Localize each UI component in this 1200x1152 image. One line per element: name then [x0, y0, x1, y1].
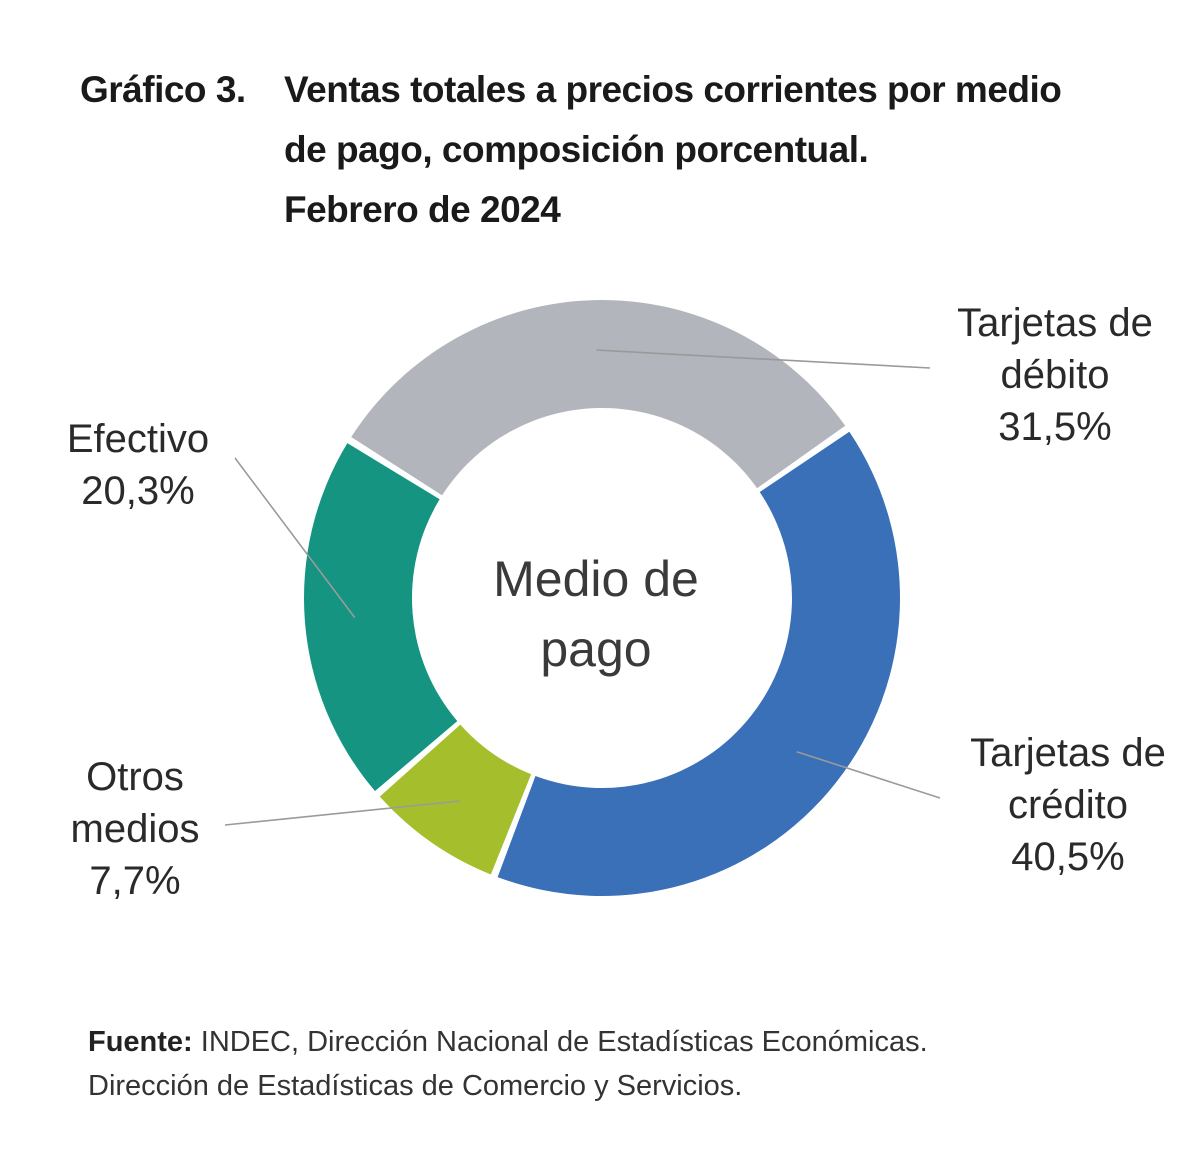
source-note: Fuente: INDEC, Dirección Nacional de Est…	[88, 1020, 1168, 1108]
donut-slice	[379, 724, 532, 875]
leader-line	[234, 457, 356, 619]
chart-title-line: de pago, composición porcentual.	[284, 129, 869, 170]
slice-label: Tarjetas de crédito 40,5%	[970, 731, 1166, 879]
donut-chart: Tarjetas de débito 31,5% Tarjetas de crédito…	[67, 300, 1166, 903]
donut-slice	[304, 443, 458, 792]
chart-number-label: Gráfico 3.	[80, 69, 246, 110]
slice-label: Otros medios 7,7%	[71, 755, 200, 903]
leader-line	[224, 800, 460, 826]
leader-line	[596, 349, 931, 369]
donut-slice	[351, 300, 846, 496]
chart-title: Ventas totales a precios corrientes por …	[284, 60, 1164, 240]
leader-line	[796, 750, 941, 799]
chart-title-line: Febrero de 2024	[284, 189, 561, 230]
source-line-2: Dirección de Estadísticas de Comercio y …	[88, 1070, 743, 1102]
slice-label: Efectivo 20,3%	[67, 417, 209, 513]
slice-label: Tarjetas de débito 31,5%	[957, 301, 1153, 449]
chart-title-line: Ventas totales a precios corrientes por …	[284, 69, 1062, 110]
center-label: Medio de pago	[493, 551, 699, 677]
source-label: Fuente:	[88, 1026, 193, 1058]
donut-slice	[497, 431, 901, 896]
source-line-1: INDEC, Dirección Nacional de Estadística…	[192, 1026, 928, 1058]
